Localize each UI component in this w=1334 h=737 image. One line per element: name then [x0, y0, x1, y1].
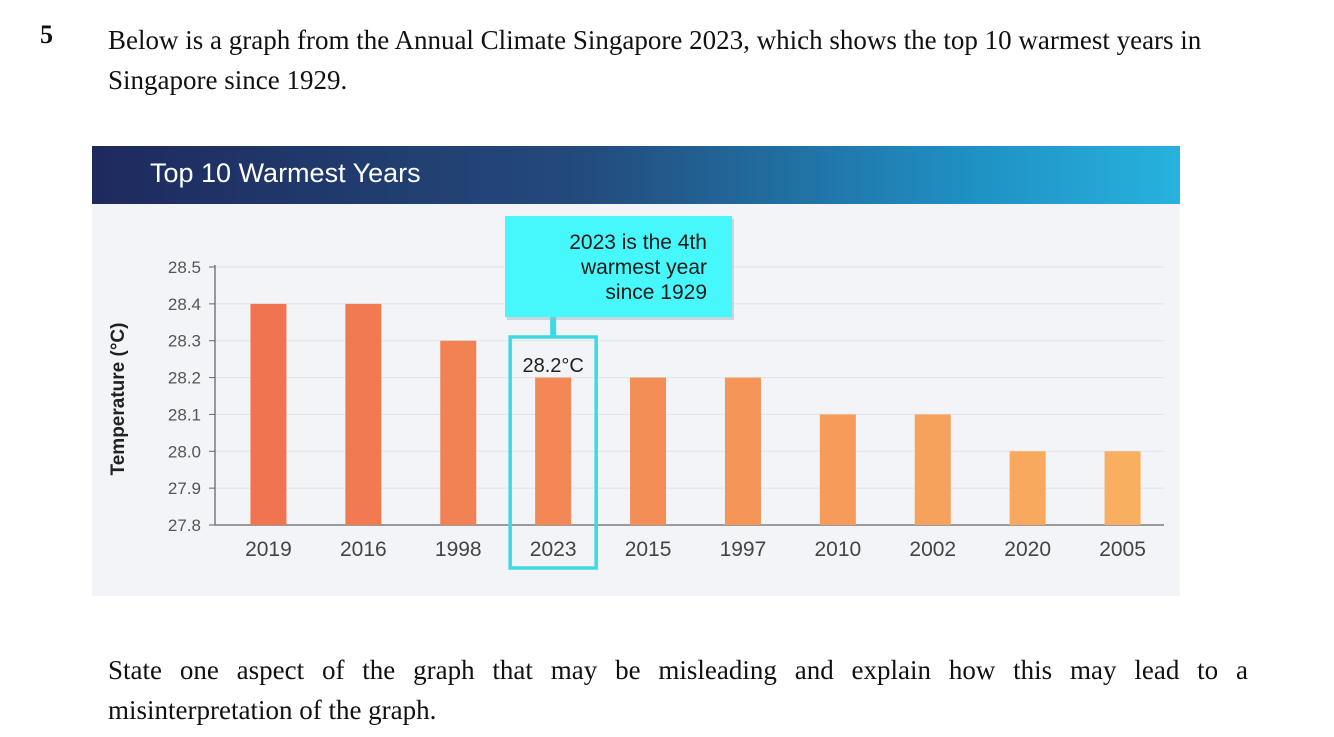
bar — [250, 303, 287, 525]
bar — [914, 414, 951, 525]
x-tick-label: 1998 — [435, 538, 482, 561]
callout-connector — [550, 317, 557, 337]
x-tick-label: 1997 — [720, 538, 767, 561]
bar — [724, 377, 761, 525]
y-tick-label: 28.2 — [168, 369, 201, 388]
x-tick-label: 2002 — [909, 538, 956, 561]
bar — [345, 303, 382, 525]
chart-title-banner: Top 10 Warmest Years — [92, 146, 1180, 204]
x-tick-label: 2019 — [245, 538, 292, 561]
x-tick-label: 2020 — [1004, 538, 1051, 561]
x-tick-label: 2016 — [340, 538, 387, 561]
y-tick-label: 28.1 — [168, 405, 201, 424]
bar — [440, 340, 477, 525]
callout-text: 2023 is the 4th — [569, 231, 707, 254]
x-tick-label: 2023 — [530, 538, 577, 561]
bar-chart: 28.5 28.4 28.3 28.2 28.1 28.0 27.9 27.8 Temperat… — [108, 216, 1164, 570]
x-tick-label: 2015 — [625, 538, 672, 561]
y-tick-label: 27.8 — [168, 516, 201, 535]
bar — [535, 377, 572, 525]
bar — [630, 377, 667, 525]
bar — [1104, 451, 1141, 525]
question-prompt: State one aspect of the graph that may b… — [108, 655, 1248, 725]
bar — [1009, 451, 1046, 525]
callout-box — [505, 216, 732, 317]
bar — [819, 414, 856, 525]
highlight-box — [508, 335, 598, 570]
y-axis-label: Temperature (°C) — [108, 323, 129, 476]
y-tick-label: 28.3 — [168, 332, 201, 351]
y-tick-label: 28.4 — [168, 295, 201, 314]
chart-title: Top 10 Warmest Years — [150, 158, 421, 188]
x-tick-label: 2005 — [1099, 538, 1146, 561]
chart-figure: Top 10 Warmest Years 28.5 28.4 28.3 28.2 28.… — [92, 146, 1180, 596]
callout-text: since 1929 — [605, 281, 707, 304]
bar-value-label: 28.2°C — [522, 355, 583, 377]
y-tick-label: 28.0 — [168, 442, 201, 461]
x-tick-label: 2010 — [814, 538, 861, 561]
question-number: 5 — [40, 20, 53, 49]
y-tick-label: 27.9 — [168, 479, 201, 498]
y-tick-label: 28.5 — [168, 258, 201, 277]
question-intro: Below is a graph from the Annual Climate… — [108, 25, 1202, 95]
callout-text: warmest year — [580, 256, 707, 279]
